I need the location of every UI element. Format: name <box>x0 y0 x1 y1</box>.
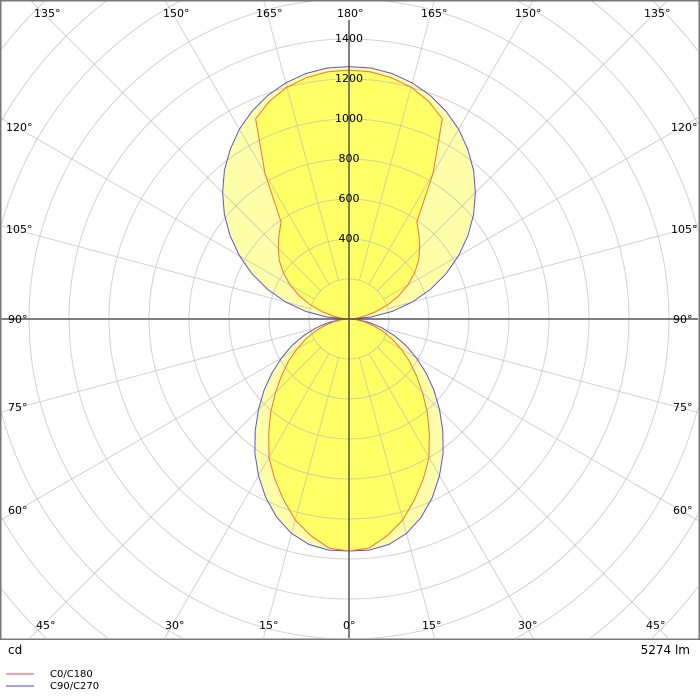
angle-label-bottom-30-right: 30° <box>518 619 538 632</box>
angle-label-left-75: 75° <box>8 401 28 414</box>
angle-label-right-90: 90° <box>673 313 693 326</box>
angle-label-left-90: 90° <box>8 313 28 326</box>
angle-label-bottom-15-right: 15° <box>422 619 442 632</box>
luminous-flux-label: 5274 lm <box>640 643 690 657</box>
angle-label-left-105: 105° <box>6 223 33 236</box>
legend-label: C90/C270 <box>50 680 100 692</box>
intensity-label-1000: 1000 <box>335 112 363 125</box>
angle-label-bottom-0: 0° <box>343 619 356 632</box>
angle-label-top-165-right: 165° <box>421 7 448 20</box>
legend-label: C0/C180 <box>50 668 93 680</box>
angle-label-right-120: 120° <box>671 121 698 134</box>
angle-label-top-150-left: 150° <box>163 7 190 20</box>
angle-label-right-60: 60° <box>673 504 693 517</box>
intensity-label-1400: 1400 <box>335 32 363 45</box>
legend-item-c90-c270: C90/C270 <box>6 680 99 692</box>
unit-label: cd <box>8 643 23 657</box>
angle-label-top-150-right: 150° <box>515 7 542 20</box>
intensity-label-600: 600 <box>338 192 360 205</box>
intensity-label-800: 800 <box>338 152 360 165</box>
angle-label-bottom-30-left: 30° <box>165 619 185 632</box>
angle-label-bottom-45-right: 45° <box>646 619 666 632</box>
angle-label-bottom-15-left: 15° <box>259 619 279 632</box>
angle-label-top-135-right: 135° <box>644 7 671 20</box>
legend-swatch-blue <box>6 685 34 687</box>
angle-label-left-60: 60° <box>8 504 28 517</box>
angle-label-bottom-45-left: 45° <box>36 619 56 632</box>
angle-label-right-75: 75° <box>673 401 693 414</box>
angle-label-left-120: 120° <box>6 121 33 134</box>
legend-item-c0-c180: C0/C180 <box>6 668 99 680</box>
angle-label-top-135-left: 135° <box>34 7 61 20</box>
polar-chart: 135° 150° 165° 180° 165° 150° 135° 120° … <box>0 0 700 640</box>
angle-label-top-180: 180° <box>337 7 364 20</box>
intensity-label-1200: 1200 <box>335 72 363 85</box>
angle-label-top-165-left: 165° <box>256 7 283 20</box>
legend: C0/C180 C90/C270 <box>6 668 99 692</box>
legend-swatch-red <box>6 673 34 675</box>
intensity-label-400: 400 <box>338 232 360 245</box>
angle-label-right-105: 105° <box>671 223 698 236</box>
polar-plot <box>0 0 700 640</box>
